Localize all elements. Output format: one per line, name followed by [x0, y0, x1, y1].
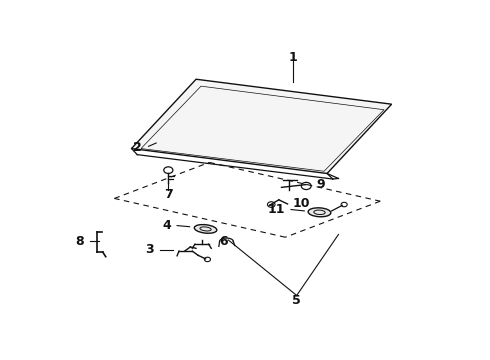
- Polygon shape: [131, 79, 392, 174]
- Ellipse shape: [195, 225, 217, 233]
- Text: 1: 1: [289, 50, 297, 64]
- Text: 11: 11: [268, 203, 285, 216]
- Text: 9: 9: [317, 178, 325, 191]
- Text: 3: 3: [146, 243, 154, 256]
- Text: 2: 2: [133, 141, 142, 154]
- Text: 6: 6: [219, 235, 227, 248]
- Text: 8: 8: [75, 235, 84, 248]
- Ellipse shape: [308, 208, 331, 217]
- Text: 10: 10: [293, 198, 310, 211]
- Text: 7: 7: [164, 188, 172, 201]
- Text: 5: 5: [293, 294, 301, 307]
- Text: 4: 4: [163, 219, 172, 231]
